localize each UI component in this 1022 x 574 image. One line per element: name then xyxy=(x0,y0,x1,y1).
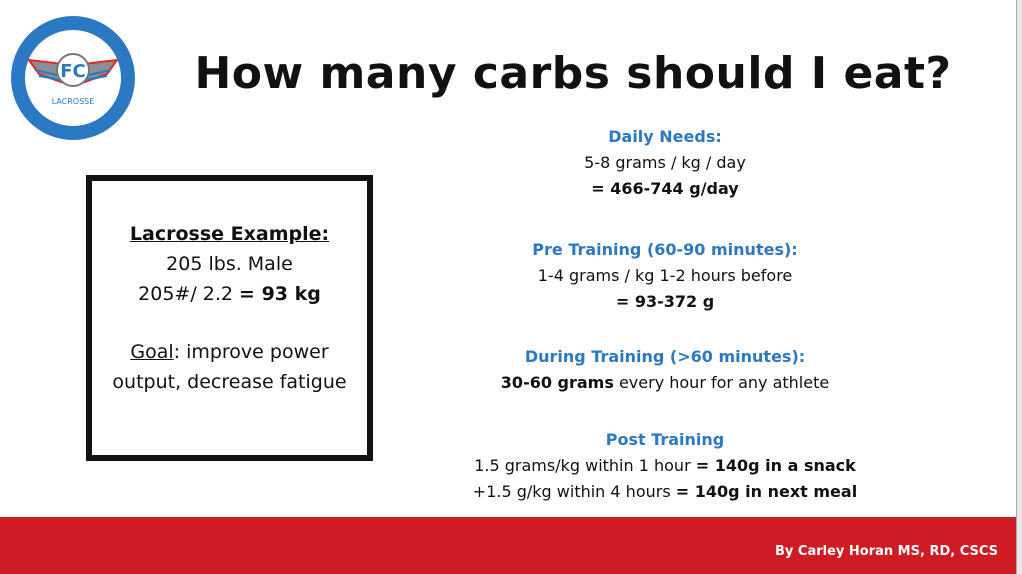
section-heading: Post Training xyxy=(605,430,725,449)
example-line2: 205#/ 2.2 = 93 kg xyxy=(138,283,321,305)
section-during-training: During Training (>60 minutes): 30-60 gra… xyxy=(445,344,885,396)
team-logo: FC LACROSSE xyxy=(11,16,135,140)
wings-icon: FC LACROSSE xyxy=(26,53,120,106)
author-byline: By Carley Horan MS, RD, CSCS xyxy=(775,544,998,559)
window-edge xyxy=(1016,0,1022,574)
example-heading: Lacrosse Example: xyxy=(129,223,330,245)
section-daily-needs: Daily Needs: 5-8 grams / kg / day = 466-… xyxy=(445,124,885,202)
svg-text:LACROSSE: LACROSSE xyxy=(52,97,95,106)
section-result: = 93-372 g xyxy=(615,292,715,311)
section-heading: Daily Needs: xyxy=(608,127,722,146)
svg-text:FC: FC xyxy=(60,61,86,82)
section-line: 1-4 grams / kg 1-2 hours before xyxy=(537,266,793,285)
section-line: 1.5 grams/kg within 1 hour = 140g in a s… xyxy=(474,456,856,475)
section-pre-training: Pre Training (60-90 minutes): 1-4 grams … xyxy=(445,237,885,315)
section-line: 30-60 grams every hour for any athlete xyxy=(500,373,830,392)
section-heading: During Training (>60 minutes): xyxy=(524,347,806,366)
goal-text: Goal: improve power output, decrease fat… xyxy=(112,341,347,393)
section-post-training: Post Training 1.5 grams/kg within 1 hour… xyxy=(445,427,885,505)
section-result: = 466-744 g/day xyxy=(591,179,739,198)
example-line1: 205 lbs. Male xyxy=(166,253,293,275)
section-line: +1.5 g/kg within 4 hours = 140g in next … xyxy=(472,482,858,501)
slide-title: How many carbs should I eat? xyxy=(194,48,952,99)
section-line: 5-8 grams / kg / day xyxy=(584,153,746,172)
section-heading: Pre Training (60-90 minutes): xyxy=(532,240,798,259)
footer-band: By Carley Horan MS, RD, CSCS xyxy=(0,517,1016,574)
example-box: Lacrosse Example: 205 lbs. Male 205#/ 2.… xyxy=(86,175,373,461)
